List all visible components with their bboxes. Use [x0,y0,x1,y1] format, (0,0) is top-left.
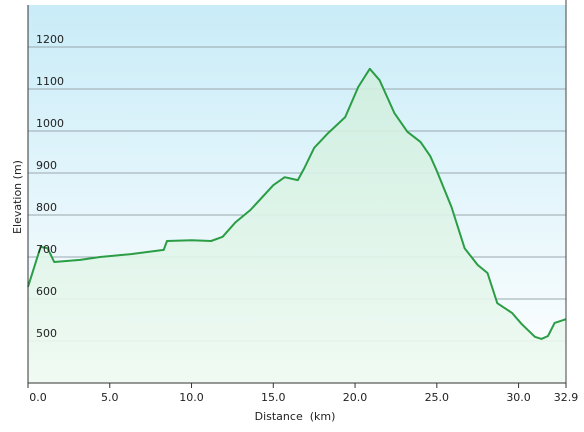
y-tick-label: 700 [36,243,57,256]
elevation-line [27,67,567,340]
x-tick-label: 10.0 [179,391,204,404]
y-tick-label: 800 [36,201,57,214]
y-tick-label: 1200 [36,33,64,46]
x-tick-label: 5.0 [101,391,119,404]
y-tick-label: 1000 [36,117,64,130]
x-tick-label: 15.0 [261,391,286,404]
area-fill [28,68,566,384]
y-tick-label: 600 [36,285,57,298]
x-tick-label: 32.9 [554,391,579,404]
x-tick-label: 0.0 [29,391,47,404]
x-axis-label: Distance (km) [255,410,336,423]
y-tick-label: 1100 [36,75,64,88]
y-tick-label: 900 [36,159,57,172]
x-tick-label: 30.0 [506,391,531,404]
plot [27,46,567,384]
x-tick-label: 20.0 [343,391,368,404]
x-tick-label: 25.0 [425,391,450,404]
y-tick-label: 500 [36,327,57,340]
y-axis-label: Elevation (m) [11,160,24,234]
